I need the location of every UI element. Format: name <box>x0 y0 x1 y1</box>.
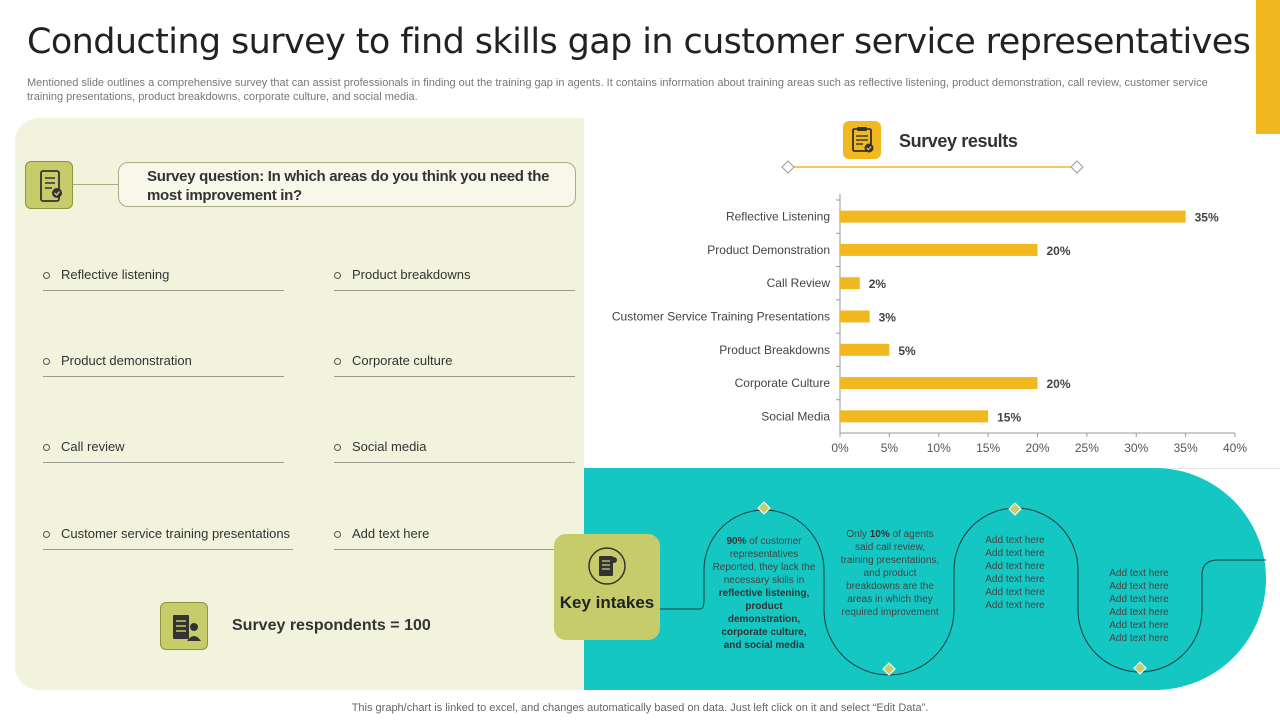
x-tick-label: 5% <box>881 441 899 455</box>
survey-respondents: Survey respondents = 100 <box>232 617 431 634</box>
survey-question: Survey question: In which areas do you t… <box>118 162 576 207</box>
option-add-text: Add text here <box>334 526 556 550</box>
category-label: Call Review <box>767 276 831 290</box>
option-social-media: Social media <box>334 439 575 463</box>
key-intake-2: Only 10% of agents said call review, tra… <box>838 528 942 619</box>
key-intake-4-line: Add text here <box>1109 594 1169 605</box>
bar <box>840 210 1186 223</box>
key-intake-3-line: Add text here <box>985 535 1045 546</box>
key-intakes-box <box>554 534 660 640</box>
key-intake-3-line: Add text here <box>985 548 1045 559</box>
bar-value-label: 20% <box>1047 244 1071 258</box>
category-label: Product Breakdowns <box>719 343 830 357</box>
key-intake-2-text: of agents said call review, training pre… <box>840 529 940 618</box>
key-intake-4-line: Add text here <box>1109 581 1169 592</box>
key-intake-2-pct: 10% <box>869 529 890 540</box>
x-tick-label: 0% <box>831 441 849 455</box>
key-intake-4-line: Add text here <box>1109 607 1169 618</box>
footer-note: This graph/chart is linked to excel, and… <box>351 702 929 714</box>
bar <box>840 343 890 356</box>
category-label: Reflective Listening <box>726 210 830 224</box>
page-subtitle: Mentioned slide outlines a comprehensive… <box>27 77 1208 103</box>
bar <box>840 310 870 323</box>
bar <box>840 243 1038 256</box>
bar-value-label: 35% <box>1195 211 1219 225</box>
key-intake-3: Add text here Add text here Add text her… <box>968 534 1062 612</box>
key-intake-1: 90% of customer representatives Reported… <box>712 535 816 652</box>
bar-value-label: 5% <box>898 344 916 358</box>
key-intake-3-line: Add text here <box>985 600 1045 611</box>
bar-value-label: 3% <box>879 311 897 325</box>
category-label: Corporate Culture <box>735 376 831 390</box>
option-corporate-culture: Corporate culture <box>334 353 575 377</box>
option-call-review: Call review <box>43 439 284 463</box>
category-label: Customer Service Training Presentations <box>612 310 830 324</box>
key-intake-4-line: Add text here <box>1109 568 1169 579</box>
x-tick-label: 35% <box>1174 441 1198 455</box>
x-tick-label: 40% <box>1223 441 1247 455</box>
bar-value-label: 2% <box>869 277 887 291</box>
page-title: Conducting survey to find skills gap in … <box>27 22 1251 62</box>
results-title: Survey results <box>899 131 1018 151</box>
people-checklist-icon <box>160 602 208 650</box>
question-connector <box>73 184 119 185</box>
accent-bar <box>1256 0 1280 134</box>
key-intake-4: Add text here Add text here Add text her… <box>1092 567 1186 645</box>
key-intake-2-pre: Only <box>846 529 870 540</box>
category-label: Social Media <box>761 409 830 423</box>
clipboard-check-icon <box>843 121 881 159</box>
key-intakes-label: Key intakes <box>559 593 655 612</box>
bar-value-label: 20% <box>1047 377 1071 391</box>
bar <box>840 377 1038 390</box>
x-tick-label: 15% <box>976 441 1000 455</box>
option-reflective-listening: Reflective listening <box>43 267 284 291</box>
key-intake-3-line: Add text here <box>985 561 1045 572</box>
bar-value-label: 15% <box>997 410 1021 424</box>
survey-bar-chart: 0% 5% 10% 15% 20% 25% 30% 35% 40% Reflective List… <box>612 194 1247 455</box>
survey-panel <box>15 118 584 690</box>
x-tick-label: 20% <box>1025 441 1049 455</box>
key-intake-1-pct: 90% <box>726 536 747 547</box>
x-tick-label: 25% <box>1075 441 1099 455</box>
bar <box>840 277 860 290</box>
option-product-breakdowns: Product breakdowns <box>334 267 575 291</box>
x-tick-label: 10% <box>927 441 951 455</box>
key-intake-1-areas: reflective listening, product demonstrat… <box>718 588 810 651</box>
key-intakes-band <box>584 468 1266 690</box>
key-intake-4-line: Add text here <box>1109 633 1169 644</box>
mobile-checklist-icon <box>25 161 73 209</box>
option-cs-training-presentations: Customer service training presentations <box>43 526 293 550</box>
bar <box>840 410 989 423</box>
key-intake-3-line: Add text here <box>985 587 1045 598</box>
key-intake-1-text: of customer representatives Reported, th… <box>712 536 816 586</box>
category-label: Product Demonstration <box>707 243 830 257</box>
document-list-icon <box>588 547 626 585</box>
key-intake-3-line: Add text here <box>985 574 1045 585</box>
x-tick-label: 30% <box>1124 441 1148 455</box>
key-intake-4-line: Add text here <box>1109 620 1169 631</box>
option-product-demonstration: Product demonstration <box>43 353 284 377</box>
